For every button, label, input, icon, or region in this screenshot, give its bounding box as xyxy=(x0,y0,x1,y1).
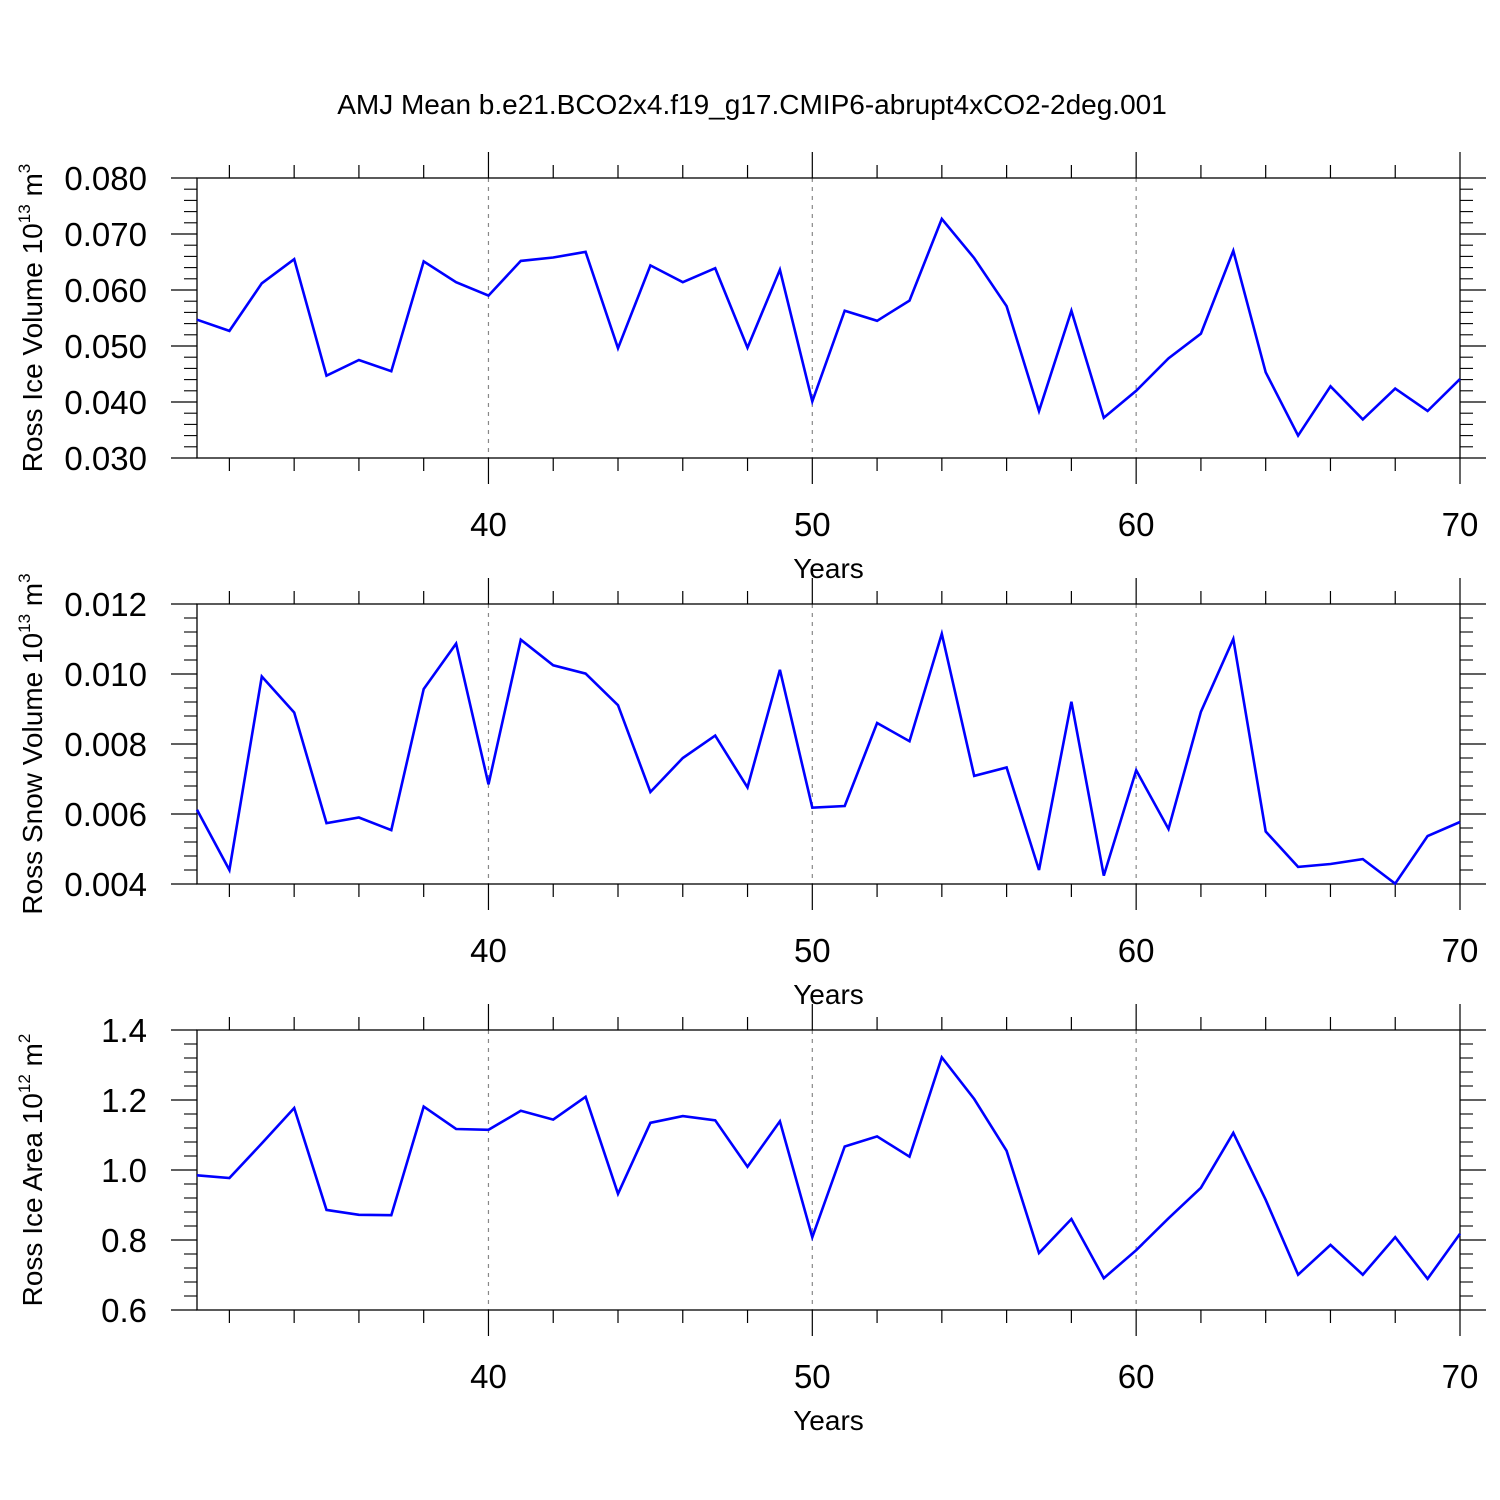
x-tick-label: 40 xyxy=(470,932,507,969)
x-tick-label: 70 xyxy=(1442,932,1479,969)
y-tick-label: 1.2 xyxy=(101,1082,147,1119)
y-tick-label: 0.010 xyxy=(64,656,147,693)
series-line xyxy=(195,628,1461,886)
y-tick-label: 0.070 xyxy=(64,216,147,253)
x-tick-label: 60 xyxy=(1118,506,1155,543)
x-tick-label: 40 xyxy=(470,1358,507,1395)
x-axis-label: Years xyxy=(793,1405,864,1436)
y-tick-label: 0.040 xyxy=(64,384,147,421)
y-tick-label: 0.080 xyxy=(64,160,147,197)
x-tick-label: 70 xyxy=(1442,1358,1479,1395)
x-tick-label: 50 xyxy=(794,1358,831,1395)
y-tick-label: 0.006 xyxy=(64,796,147,833)
chart-panel-1: 0.030 0.040 0.050 0.060 0.070 0.080 40 50 60 70 Ye… xyxy=(15,152,1486,584)
y-tick-label: 0.050 xyxy=(64,328,147,365)
x-axis-label: Years xyxy=(793,553,864,584)
y-axis-label: Ross Ice Volume 1013 m3 xyxy=(15,164,48,473)
plot-frame xyxy=(196,603,1461,885)
panels: 0.030 0.040 0.050 0.060 0.070 0.080 40 50 60 70 Ye… xyxy=(15,152,1486,1436)
x-tick-label: 60 xyxy=(1118,932,1155,969)
y-tick-label: 1.0 xyxy=(101,1152,147,1189)
y-tick-label: 0.008 xyxy=(64,726,147,763)
x-tick-label: 70 xyxy=(1442,506,1479,543)
x-axis-label: Years xyxy=(793,979,864,1010)
y-axis-label: Ross Ice Area 1012 m2 xyxy=(15,1034,48,1307)
x-tick-label: 40 xyxy=(470,506,507,543)
y-tick-label: 0.6 xyxy=(101,1292,147,1329)
series-line xyxy=(196,1054,1462,1281)
series-line xyxy=(196,216,1461,439)
y-tick-label: 1.4 xyxy=(101,1012,147,1049)
x-tick-label: 50 xyxy=(794,932,831,969)
plot-frame xyxy=(196,1029,1461,1311)
y-tick-label: 0.030 xyxy=(64,440,147,477)
y-tick-label: 0.004 xyxy=(64,866,147,903)
y-tick-label: 0.012 xyxy=(64,586,147,623)
chart-panel-2: 0.004 0.006 0.008 0.010 0.012 40 50 60 70 Years Ro… xyxy=(15,573,1486,1010)
x-tick-label: 50 xyxy=(794,506,831,543)
chart-panel-3: 0.6 0.8 1.0 1.2 1.4 40 50 60 70 Years Ross Ice Are… xyxy=(15,1004,1486,1436)
y-tick-label: 0.060 xyxy=(64,272,147,309)
y-tick-label: 0.8 xyxy=(101,1222,147,1259)
x-tick-label: 60 xyxy=(1118,1358,1155,1395)
figure-title: AMJ Mean b.e21.BCO2x4.f19_g17.CMIP6-abru… xyxy=(337,89,1167,120)
y-axis-label: Ross Snow Volume 1013 m3 xyxy=(15,573,48,914)
plot-frame xyxy=(196,177,1461,459)
